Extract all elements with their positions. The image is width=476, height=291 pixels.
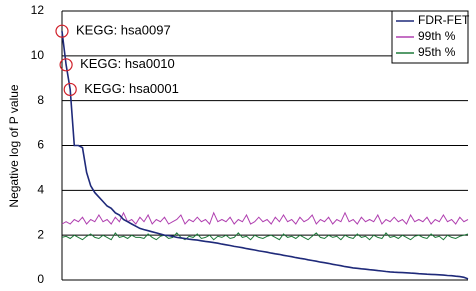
series-line bbox=[61, 232, 469, 241]
annotation: KEGG: hsa0001 bbox=[84, 81, 179, 96]
highlight-circle bbox=[55, 24, 69, 38]
y-tick-label: 4 bbox=[37, 183, 44, 197]
legend-label: 95th % bbox=[418, 45, 456, 59]
y-tick-label: 6 bbox=[37, 138, 44, 152]
legend-label: 99th % bbox=[418, 29, 456, 43]
series-line bbox=[61, 31, 469, 280]
y-tick-label: 2 bbox=[37, 227, 44, 241]
annotation: KEGG: hsa0010 bbox=[80, 56, 175, 71]
y-tick-label: 10 bbox=[31, 48, 45, 62]
y-axis-label: Negative log of P value bbox=[7, 84, 21, 208]
highlight-circle bbox=[59, 58, 73, 72]
y-tick-label: 12 bbox=[31, 3, 45, 17]
y-tick-label: 0 bbox=[37, 272, 44, 286]
series-line bbox=[61, 211, 469, 225]
annotation: KEGG: hsa0097 bbox=[76, 23, 171, 38]
legend-label: FDR-FET bbox=[418, 13, 470, 27]
highlight-circle bbox=[63, 82, 77, 97]
y-tick-label: 8 bbox=[37, 93, 44, 107]
